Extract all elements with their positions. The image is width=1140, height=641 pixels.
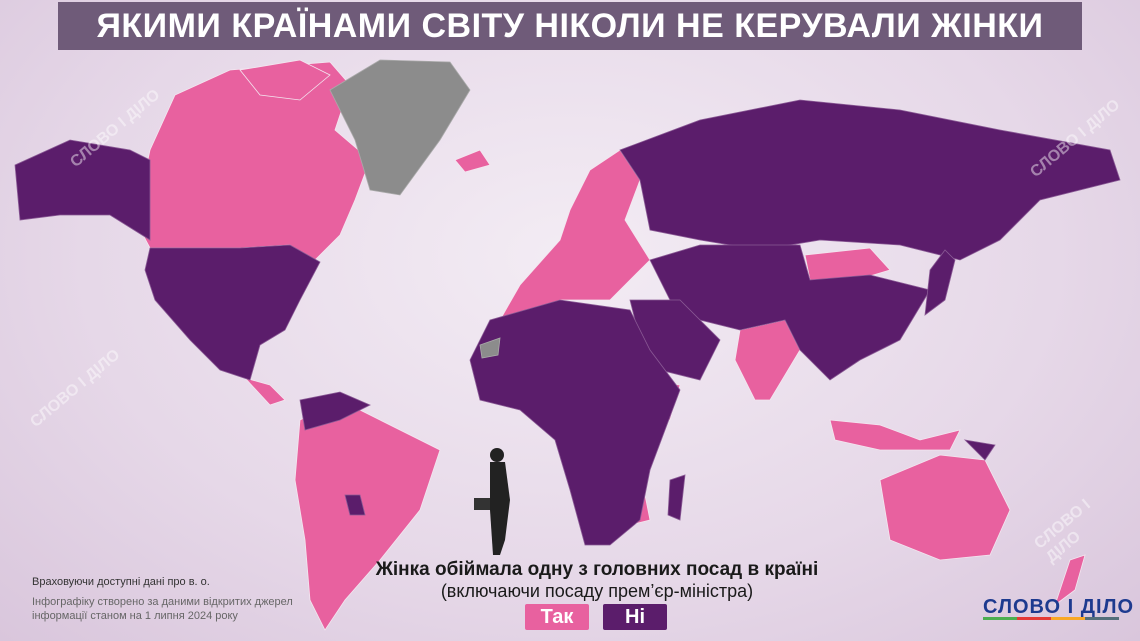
- note-source-1: Інфографіку створено за даними відкритих…: [32, 596, 293, 608]
- south-america-yes: [294, 399, 441, 631]
- alaska: [14, 139, 151, 241]
- legend-title: Жінка обіймала одну з головних посад в к…: [375, 559, 819, 580]
- page-title: ЯКИМИ КРАЇНАМИ СВІТУ НІКОЛИ НЕ КЕРУВАЛИ …: [96, 6, 1044, 45]
- paraguay: [344, 494, 366, 516]
- india: [734, 319, 801, 401]
- new-zealand: [1054, 554, 1086, 607]
- note-source-2: інформації станом на 1 липня 2024 року: [32, 610, 238, 622]
- logo-underline: [983, 617, 1119, 620]
- usa-mexico: [144, 244, 321, 381]
- central-america-yes: [243, 377, 286, 406]
- legend-subtitle: (включаючи посаду прем’єр-міністра): [440, 581, 754, 601]
- woman-figure: [474, 448, 510, 555]
- japan: [924, 249, 956, 316]
- western-sahara: [479, 337, 501, 359]
- europe-yes: [499, 149, 651, 321]
- greenland: [329, 59, 471, 196]
- australia: [879, 454, 1011, 561]
- africa-no: [469, 299, 681, 546]
- russia: [619, 99, 1121, 261]
- madagascar: [667, 474, 686, 521]
- greenland-area-islands: [239, 59, 331, 101]
- colombia-venezuela: [299, 391, 371, 431]
- note-acting: Враховуючи доступні дані про в. о.: [32, 576, 210, 588]
- title-bar: ЯКИМИ КРАЇНАМИ СВІТУ НІКОЛИ НЕ КЕРУВАЛИ …: [58, 2, 1082, 50]
- papua: [963, 439, 996, 461]
- indonesia-philippines: [829, 419, 961, 451]
- iceland: [454, 149, 491, 173]
- asia-no: [649, 244, 931, 381]
- legend-yes: Так: [525, 604, 589, 630]
- legend-no: Ні: [603, 604, 667, 630]
- logo: СЛОВО І ДІЛО: [983, 596, 1135, 618]
